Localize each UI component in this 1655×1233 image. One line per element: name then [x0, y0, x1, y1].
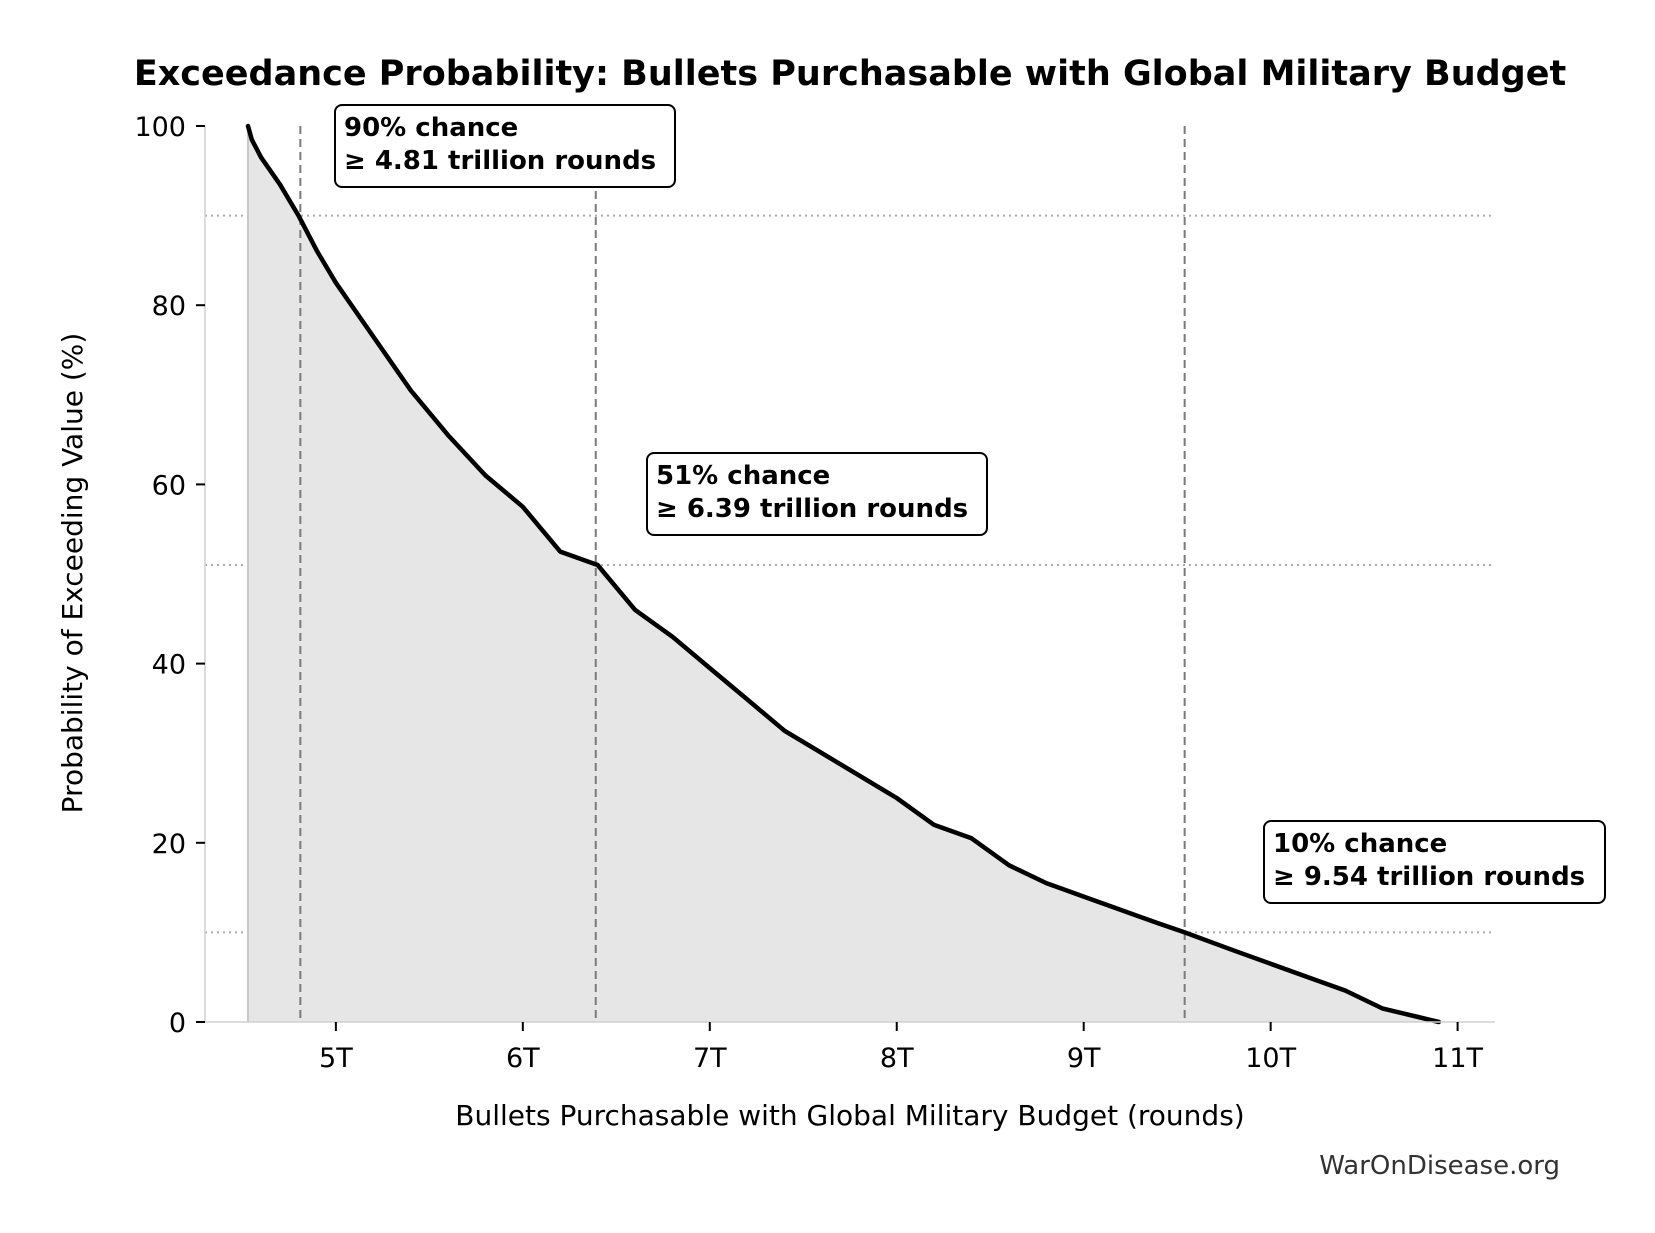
y-axis-ticks: 0 20 40 60 80 100 — [134, 112, 205, 1039]
x-tick-label: 5T — [319, 1043, 353, 1074]
annotation-1: 51% chance≥ 6.39 trillion rounds — [646, 452, 988, 536]
annotation-line2: ≥ 6.39 trillion rounds — [656, 494, 968, 524]
x-axis-ticks: 5T 6T 7T 8T 9T 10T 11T — [319, 1022, 1484, 1074]
x-tick-label: 6T — [506, 1043, 540, 1074]
y-axis-label: Probability of Exceeding Value (%) — [56, 333, 89, 814]
y-tick-label: 0 — [169, 1008, 186, 1039]
y-tick-label: 20 — [152, 829, 186, 860]
x-tick-label: 10T — [1245, 1043, 1296, 1074]
annotation-line2: ≥ 4.81 trillion rounds — [344, 146, 656, 176]
x-tick-label: 9T — [1067, 1043, 1101, 1074]
y-tick-label: 40 — [152, 650, 186, 681]
annotation-box — [646, 452, 988, 536]
annotation-box — [334, 104, 676, 188]
vertical-reference-lines — [299, 126, 1186, 1022]
exceedance-curve — [245, 123, 1442, 1025]
exceedance-area — [248, 126, 1439, 1022]
x-tick-label: 11T — [1432, 1043, 1483, 1074]
annotation-box — [1263, 820, 1606, 904]
y-tick-label: 100 — [134, 112, 186, 143]
annotation-line1: 90% chance — [344, 113, 518, 143]
annotations: 90% chance≥ 4.81 trillion rounds 51% chan… — [334, 104, 1606, 904]
chart-title: Exceedance Probability: Bullets Purchasa… — [134, 54, 1566, 94]
annotation-line2: ≥ 9.54 trillion rounds — [1273, 862, 1585, 892]
annotation-line1: 10% chance — [1273, 829, 1447, 859]
annotation-line1: 51% chance — [656, 461, 830, 491]
x-tick-label: 7T — [693, 1043, 727, 1074]
credit-text: WarOnDisease.org — [1319, 1151, 1560, 1181]
annotation-0: 90% chance≥ 4.81 trillion rounds — [334, 104, 676, 188]
annotation-2: 10% chance≥ 9.54 trillion rounds — [1263, 820, 1606, 904]
x-tick-label: 8T — [880, 1043, 914, 1074]
x-axis-label: Bullets Purchasable with Global Military… — [455, 1099, 1244, 1132]
y-tick-label: 60 — [152, 470, 186, 501]
y-tick-label: 80 — [152, 291, 186, 322]
horizontal-reference-lines — [205, 214, 1495, 934]
